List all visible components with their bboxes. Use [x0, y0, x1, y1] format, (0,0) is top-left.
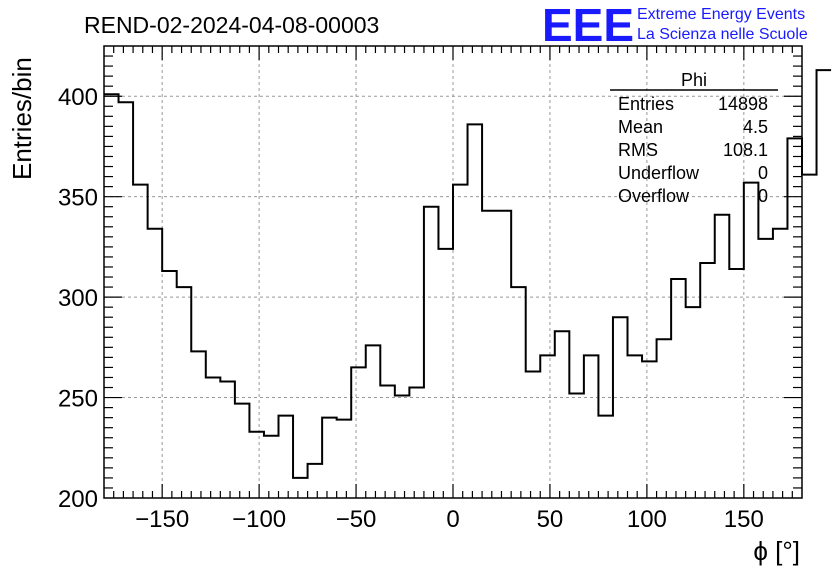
y-tick-label: 200: [58, 486, 98, 513]
y-tick-label: 250: [58, 386, 98, 413]
stats-label-overflow: Overflow: [618, 186, 690, 206]
stats-label-mean: Mean: [618, 117, 663, 137]
stats-title: Phi: [681, 70, 707, 90]
eee-logo-mark: EEE: [542, 0, 634, 51]
x-tick-label: −50: [336, 506, 377, 533]
eee-logo: EEE Extreme Energy Events La Scienza nel…: [542, 0, 808, 51]
stats-label-rms: RMS: [618, 140, 658, 160]
x-tick-label: 0: [446, 506, 459, 533]
grid-lines: [104, 46, 802, 499]
run-title: REND-02-2024-04-08-00003: [84, 12, 379, 38]
stats-label-entries: Entries: [618, 94, 674, 114]
axis-ticks: [104, 46, 802, 498]
histogram-series-line: [104, 69, 832, 479]
x-tick-label: 50: [537, 506, 564, 533]
y-tick-labels: 200 250 300 350 400: [58, 84, 98, 513]
stats-value-mean: 4.5: [743, 117, 768, 137]
x-tick-label: −150: [135, 506, 189, 533]
x-tick-label: 150: [724, 506, 764, 533]
y-axis-label: Entries/bin: [7, 57, 37, 180]
x-tick-label: 100: [627, 506, 667, 533]
y-tick-label: 350: [58, 185, 98, 212]
stats-label-underflow: Underflow: [618, 163, 700, 183]
y-tick-label: 400: [58, 84, 98, 111]
stats-value-overflow: 0: [758, 186, 768, 206]
y-tick-label: 300: [58, 285, 98, 312]
x-axis-label: ϕ [°]: [753, 536, 800, 566]
stats-value-rms: 108.1: [723, 140, 768, 160]
x-tick-labels: −150 −100 −50 0 50 100 150: [135, 506, 764, 533]
logo-line-2: La Scienza nelle Scuole: [637, 26, 808, 43]
logo-line-1: Extreme Energy Events: [637, 6, 805, 23]
x-tick-label: −100: [232, 506, 286, 533]
stats-box: Phi Entries 14898 Mean 4.5 RMS 108.1 Und…: [610, 70, 778, 206]
stats-value-entries: 14898: [718, 94, 768, 114]
stats-value-underflow: 0: [758, 163, 768, 183]
